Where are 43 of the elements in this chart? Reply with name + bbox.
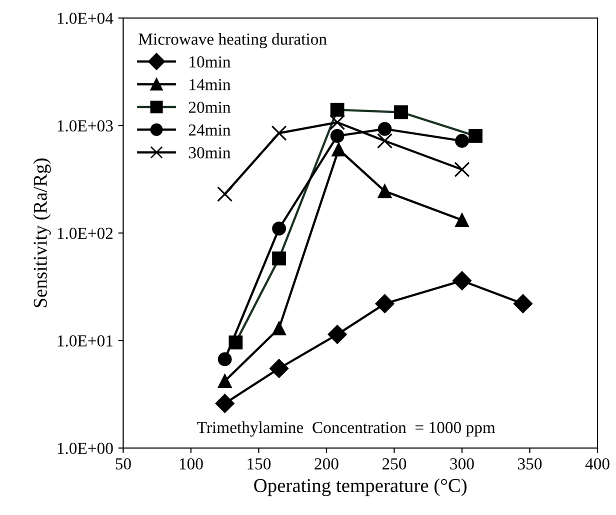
legend-label: 14min [190,79,231,90]
point [455,213,469,228]
legend-label: 10min [190,56,231,68]
x-tick-label: 150 [248,458,271,470]
point [452,271,472,290]
point [330,114,346,130]
point [330,129,344,143]
legend-label: 20min [188,102,231,113]
point [272,222,286,236]
point [328,324,347,344]
x-tick-label: 200 [314,458,338,470]
point [272,321,286,336]
legend-label: 30min [188,147,231,158]
y-tick-label: 1.0E+03 [58,120,113,132]
y-tick-label: 1.0E+02 [58,228,113,240]
point [271,125,287,141]
point [455,134,469,148]
point [378,184,392,198]
y-tick-label: 1.0E+00 [58,442,113,454]
point [378,122,392,136]
point [218,374,232,388]
point [332,142,346,156]
legend-title: Microwave heating duration [138,33,327,48]
y-tick-label: 1.0E+04 [58,12,114,24]
x-tick-label: 250 [382,458,406,470]
x-tick-label: 100 [180,458,203,470]
point [513,294,533,314]
annotation: Trimethylamine Concentration = 1000 ppm [197,421,496,437]
point [215,394,234,413]
x-tick-label: 350 [518,458,542,470]
point [218,352,232,366]
point [376,133,393,149]
x-tick-label: 50 [116,458,131,470]
x-tick-label: 400 [585,458,610,470]
x-axis-title: Operating temperature (°C) [254,478,467,496]
point [454,162,470,178]
x-tick-label: 300 [450,458,474,470]
y-axis-title: Sensitivity (Ra/Rg) [33,158,51,308]
point [217,186,233,202]
y-tick-label: 1.0E+01 [58,335,112,347]
legend-label: 24min [188,124,231,136]
point [270,358,289,378]
point [375,294,394,314]
